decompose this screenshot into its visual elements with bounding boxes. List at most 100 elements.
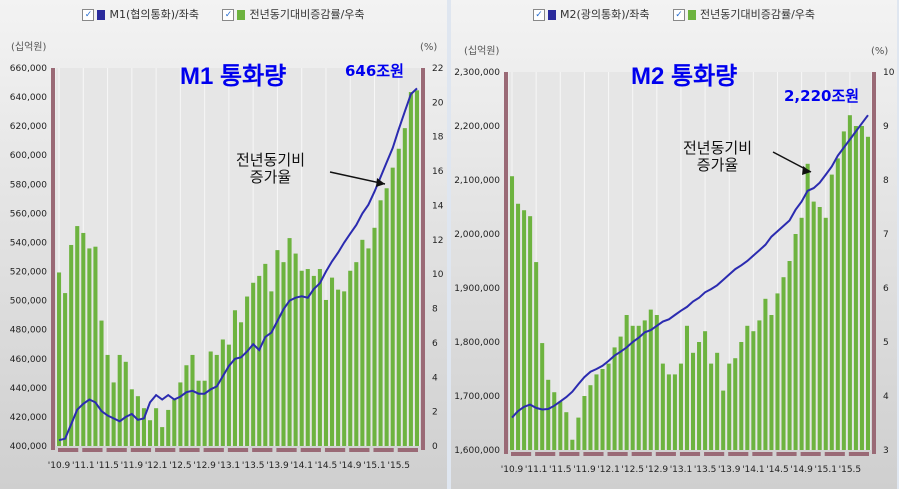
growth-bar	[220, 339, 225, 446]
growth-bar	[99, 320, 104, 446]
growth-bar	[829, 174, 834, 450]
legend-item-m2[interactable]: ✓ M2(광의통화)/좌축	[532, 8, 649, 21]
y-right-tick-label: 10	[883, 68, 895, 78]
arrow-head-icon	[376, 178, 385, 187]
growth-bar	[232, 310, 237, 446]
bottom-axis-segment	[130, 448, 152, 452]
checkbox-icon[interactable]: ✓	[532, 9, 545, 21]
x-tick-label: '10.9	[48, 461, 71, 471]
y-left-tick-label: 600,000	[10, 151, 47, 161]
x-tick-label: '14.1	[742, 465, 765, 475]
growth-bar	[336, 289, 341, 446]
growth-bar	[564, 412, 569, 450]
growth-bar	[141, 408, 146, 446]
y-left-tick-label: 540,000	[10, 238, 47, 248]
growth-bar	[275, 250, 280, 446]
right-axis	[421, 68, 425, 450]
bottom-axis-segment	[58, 448, 79, 452]
growth-bar	[558, 401, 563, 450]
m1-chart-svg: 400,000 420,000 440,000 460,000 480,000 500,0…	[10, 41, 444, 471]
bottom-axis-segment	[655, 452, 676, 456]
y-right-tick-label: 14	[432, 201, 444, 211]
growth-bar	[841, 131, 846, 450]
y-left-tick-label: 2,000,000	[454, 230, 500, 240]
y-left-tick-label: 640,000	[10, 93, 47, 103]
growth-bar	[859, 126, 864, 450]
note-line: 전년동기비	[683, 139, 753, 157]
growth-bar	[721, 390, 726, 450]
y-right-tick-label: 4	[432, 373, 438, 383]
checkbox-icon[interactable]: ✓	[222, 9, 235, 21]
growth-bar	[636, 325, 641, 450]
growth-bar	[552, 392, 557, 450]
x-tick-label: '13.5	[242, 461, 265, 471]
bottom-axis-segment	[82, 448, 103, 452]
growth-bar	[865, 136, 870, 451]
line-swatch-icon	[97, 10, 106, 20]
growth-bar	[853, 126, 858, 450]
legend-item-growth[interactable]: ✓ 전년동기대비증감률/우축	[672, 8, 816, 21]
growth-bar	[769, 315, 774, 450]
growth-bar	[123, 361, 128, 446]
checkbox-icon[interactable]: ✓	[672, 9, 685, 21]
growth-bar	[612, 347, 617, 450]
growth-bar	[69, 244, 74, 446]
legend-item-m1[interactable]: ✓ M1(협의통화)/좌축	[82, 8, 199, 21]
growth-bar	[299, 270, 304, 446]
y-right-unit: (%)	[871, 46, 888, 57]
growth-bar	[835, 158, 840, 450]
growth-bar	[245, 296, 250, 446]
left-axis	[504, 72, 508, 454]
bottom-axis-segment	[800, 452, 821, 456]
bottom-axis-segment	[106, 448, 127, 452]
growth-bar	[534, 262, 539, 450]
y-right-tick-label: 6	[432, 339, 438, 349]
growth-bar	[516, 203, 521, 450]
note-line: 증가율	[249, 168, 292, 186]
bottom-axis-segment	[583, 452, 604, 456]
x-tick-label: '13.9	[718, 465, 741, 475]
growth-bar	[287, 238, 292, 446]
growth-bar	[739, 342, 744, 450]
x-tick-label: '12.5	[169, 461, 192, 471]
growth-bar	[214, 354, 219, 446]
bottom-axis-segment	[679, 452, 701, 456]
growth-bar	[648, 309, 653, 450]
y-right-tick-label: 8	[883, 176, 889, 186]
growth-bar	[642, 320, 647, 450]
bottom-axis-segment	[848, 452, 869, 456]
checkbox-icon[interactable]: ✓	[82, 9, 95, 21]
bottom-axis-segment	[227, 448, 249, 452]
y-left-tick-label: 620,000	[10, 122, 47, 132]
x-tick-label: '11.1	[525, 465, 548, 475]
growth-bar	[160, 427, 165, 446]
bottom-axis-segment	[824, 452, 845, 456]
legend-label: 전년동기대비증감률/우축	[699, 8, 816, 21]
growth-bar	[196, 380, 201, 446]
y-left-tick-label: 480,000	[10, 326, 47, 336]
y-right-tick-label: 12	[432, 236, 443, 246]
growth-bar	[93, 246, 98, 446]
growth-bar	[805, 163, 810, 451]
x-tick-label: '13.9	[266, 461, 289, 471]
y-left-tick-label: 500,000	[10, 297, 47, 307]
growth-bar	[148, 420, 153, 446]
x-tick-label: '13.1	[218, 461, 241, 471]
amount-annotation: 2,220조원	[784, 87, 860, 105]
growth-bar	[414, 90, 419, 446]
growth-bar	[654, 315, 659, 450]
growth-bar	[666, 374, 671, 450]
bottom-axis-segment	[373, 448, 394, 452]
x-tick-label: '10.9	[501, 465, 524, 475]
growth-bar	[390, 167, 395, 446]
growth-bar	[354, 262, 359, 446]
chart-title: M2 통화량	[631, 63, 738, 90]
y-right-tick-label: 9	[883, 122, 889, 132]
growth-bar	[323, 299, 328, 446]
growth-bar	[111, 382, 116, 446]
growth-bar	[75, 226, 80, 446]
y-left-unit: (십억원)	[464, 45, 500, 57]
legend-item-growth[interactable]: ✓ 전년동기대비증감률/우축	[222, 8, 365, 21]
bottom-axis-segment	[752, 452, 773, 456]
growth-bar	[678, 363, 683, 450]
